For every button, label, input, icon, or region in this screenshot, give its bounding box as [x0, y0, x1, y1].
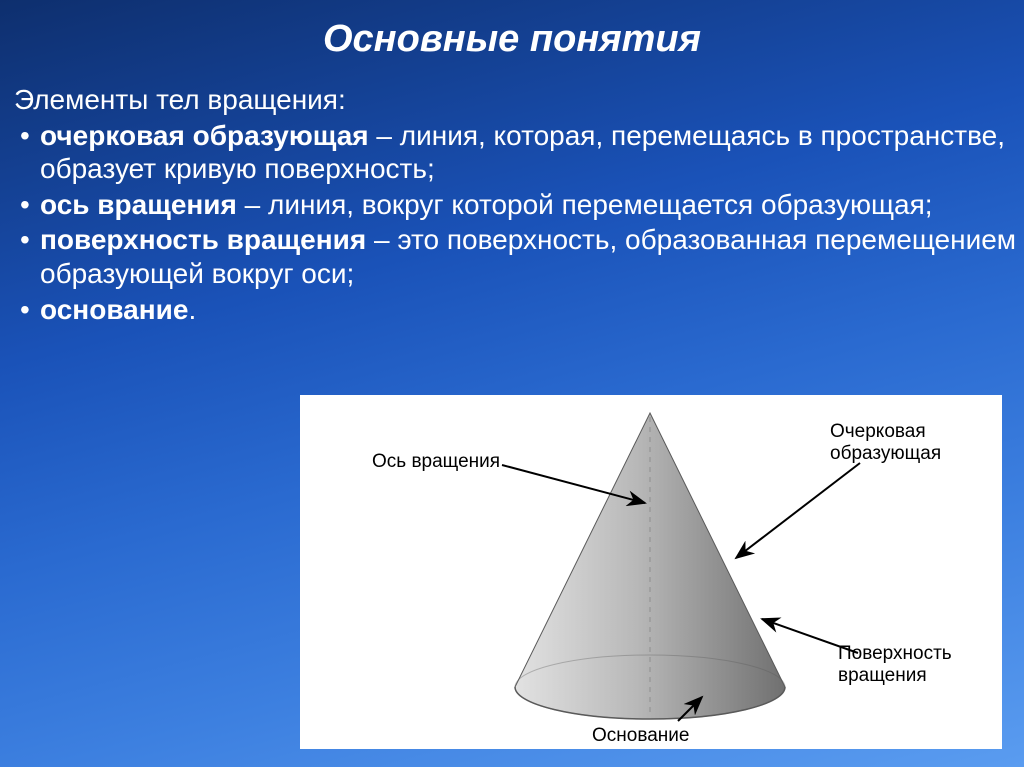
page-title: Основные понятия	[0, 0, 1024, 61]
definitions-list: очерковая образующая – линия, которая, п…	[0, 119, 1024, 327]
term: очерковая образующая	[40, 120, 369, 151]
definition: .	[188, 294, 196, 325]
cone-diagram: Ось вращения Очерковая образующая Поверх…	[300, 395, 1002, 749]
term: ось вращения	[40, 189, 237, 220]
list-item: очерковая образующая – линия, которая, п…	[14, 119, 1024, 186]
label-surf: Поверхность вращения	[838, 643, 952, 687]
subtitle: Элементы тел вращения:	[0, 61, 1024, 117]
list-item: ось вращения – линия, вокруг которой пер…	[14, 188, 1024, 222]
label-base: Основание	[592, 725, 689, 747]
definition: – линия, вокруг которой перемещается обр…	[237, 189, 933, 220]
term: поверхность вращения	[40, 224, 366, 255]
list-item: основание.	[14, 293, 1024, 327]
term: основание	[40, 294, 188, 325]
label-gen: Очерковая образующая	[830, 421, 941, 465]
label-axis: Ось вращения	[372, 451, 500, 473]
list-item: поверхность вращения – это поверхность, …	[14, 223, 1024, 290]
